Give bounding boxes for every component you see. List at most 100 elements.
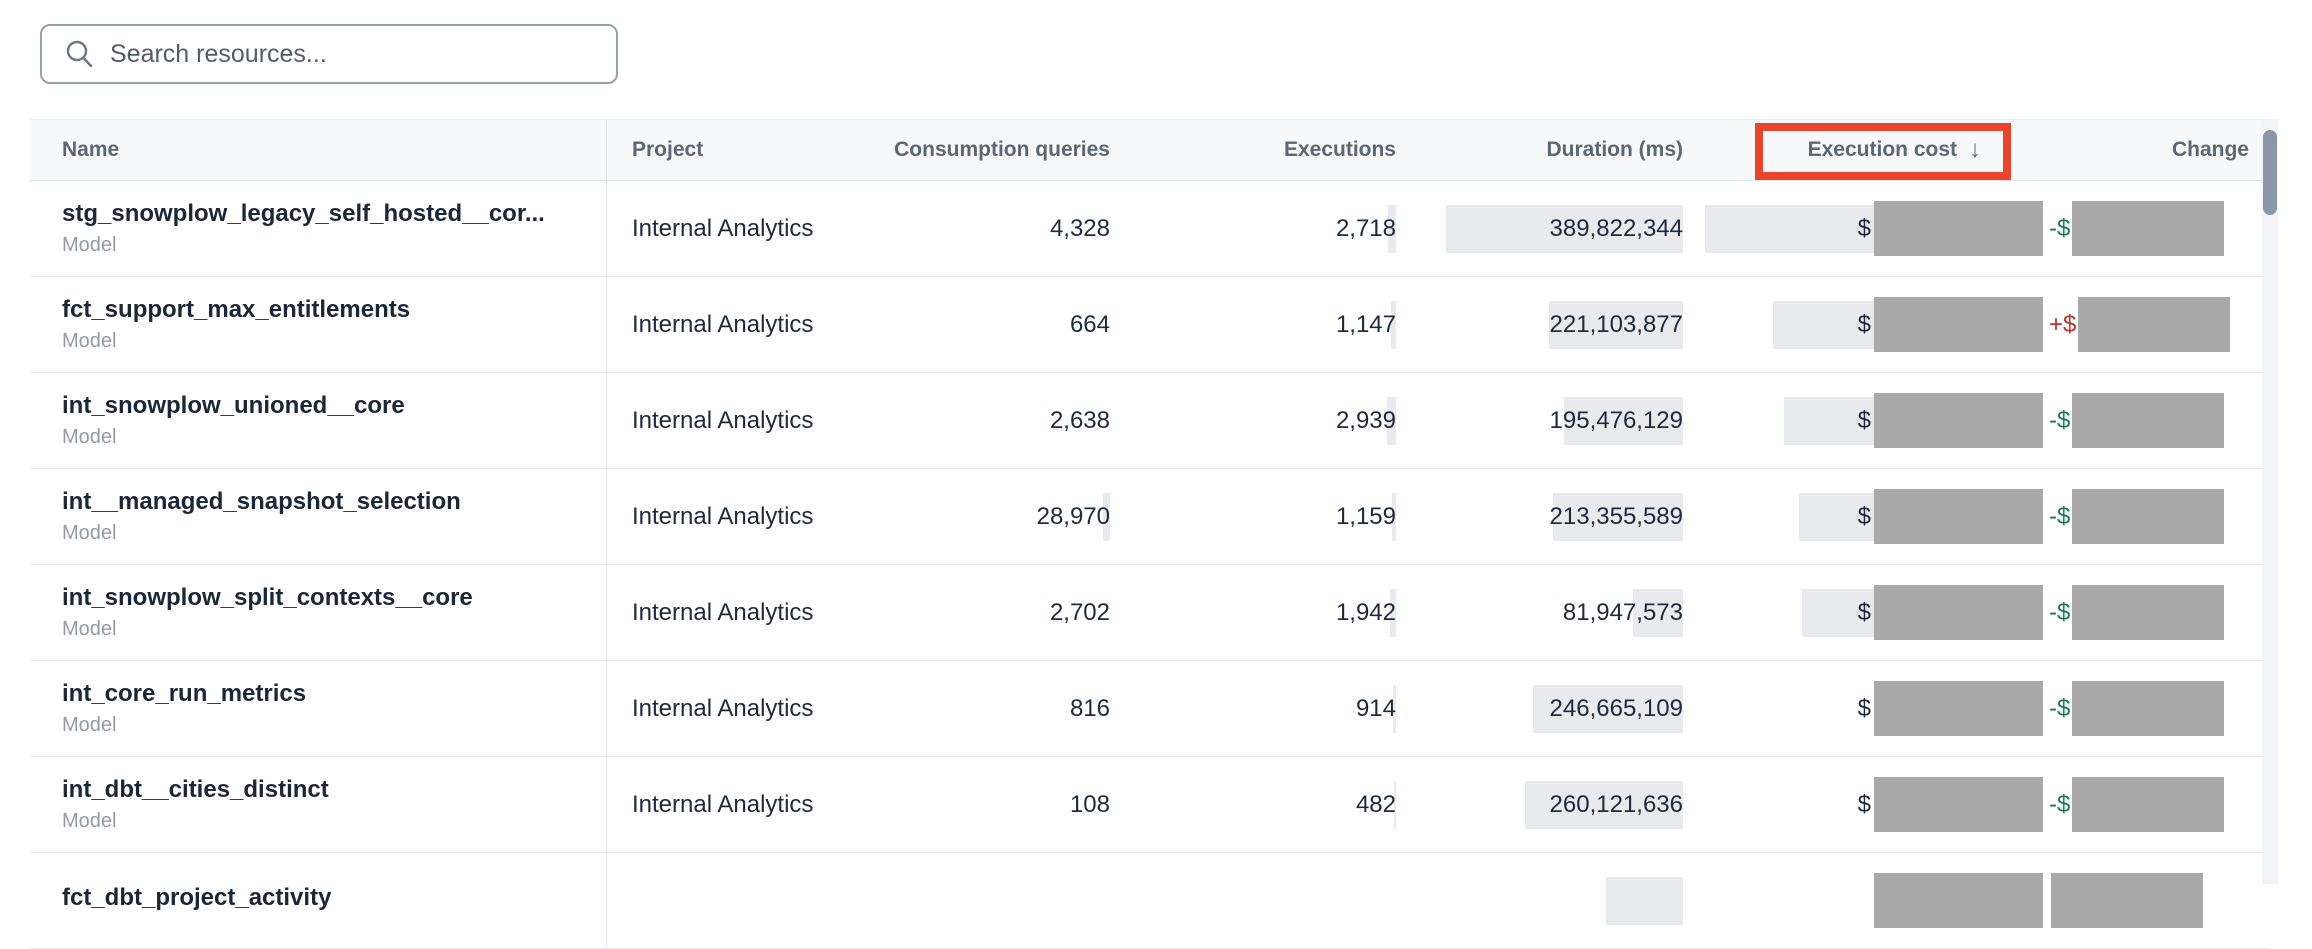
consumption-queries-cell: 2,702 (860, 565, 1116, 660)
change-cell: -$ (2049, 661, 2270, 756)
project-name: Internal Analytics (632, 790, 814, 818)
resource-name-cell[interactable]: stg_snowplow_legacy_self_hosted__cor... … (30, 181, 607, 276)
resource-name-cell[interactable]: fct_support_max_entitlements Model (30, 277, 607, 372)
redacted-change-value (2072, 489, 2225, 544)
redacted-change-value (2051, 873, 2203, 928)
redacted-change-value (2072, 777, 2225, 832)
search-box[interactable] (40, 24, 618, 84)
resource-name-cell[interactable]: int_core_run_metrics Model (30, 661, 607, 756)
change-sign: -$ (2049, 406, 2071, 434)
column-header-execution-cost[interactable]: Execution cost ↓ (1689, 120, 2049, 180)
executions-value: 482 (1355, 790, 1396, 818)
value-bar (1394, 780, 1396, 829)
resource-type: Model (62, 426, 117, 449)
duration-cell: 246,665,109 (1402, 661, 1689, 756)
project-cell: Internal Analytics (607, 757, 860, 852)
column-header-name[interactable]: Name (30, 120, 607, 180)
redacted-cost-value (1874, 873, 2043, 928)
resource-name: int_core_run_metrics (62, 679, 307, 707)
consumption-queries-value: 108 (1069, 790, 1110, 818)
resource-name-cell[interactable]: int_snowplow_unioned__core Model (30, 373, 607, 468)
value-bar (1553, 492, 1683, 541)
execution-cost-cell: $ (1689, 757, 2049, 852)
search-input[interactable] (110, 39, 598, 69)
consumption-queries-value: 2,702 (1049, 598, 1110, 626)
redacted-cost-value (1874, 777, 2043, 832)
change-cell: -$ (2049, 373, 2270, 468)
duration-value: 260,121,636 (1549, 790, 1683, 818)
project-cell: Internal Analytics (607, 277, 860, 372)
resource-name: int_snowplow_unioned__core (62, 391, 405, 419)
table-row[interactable]: stg_snowplow_legacy_self_hosted__cor... … (30, 181, 2270, 277)
dollar-sign: $ (1857, 694, 1871, 722)
redacted-change-value (2072, 393, 2225, 448)
sort-descending-icon: ↓ (1969, 136, 1981, 163)
redacted-change-value (2078, 297, 2231, 352)
dollar-sign: $ (1857, 406, 1871, 434)
consumption-queries-value: 28,970 (1036, 502, 1110, 530)
project-name: Internal Analytics (632, 310, 814, 338)
resource-name-cell[interactable]: int_snowplow_split_contexts__core Model (30, 565, 607, 660)
duration-value: 221,103,877 (1549, 310, 1683, 338)
executions-cell: 482 (1116, 757, 1402, 852)
change-sign: -$ (2049, 502, 2071, 530)
value-bar (1393, 684, 1396, 733)
table-row[interactable]: int_snowplow_split_contexts__core Model … (30, 565, 2270, 661)
column-header-project[interactable]: Project (632, 138, 704, 161)
scrollbar-thumb[interactable] (2263, 130, 2277, 215)
search-icon (66, 40, 93, 68)
execution-cost-cell: $ (1689, 373, 2049, 468)
executions-value: 1,942 (1335, 598, 1396, 626)
resource-name-cell[interactable]: int_dbt__cities_distinct Model (30, 757, 607, 852)
dollar-sign: $ (1857, 502, 1871, 530)
project-cell: Internal Analytics (607, 469, 860, 564)
table-row[interactable]: fct_support_max_entitlements Model Inter… (30, 277, 2270, 373)
cost-bar: $ (1840, 781, 1874, 829)
consumption-queries-cell: 816 (860, 661, 1116, 756)
executions-cell: 1,942 (1116, 565, 1402, 660)
redacted-cost-value (1874, 393, 2043, 448)
column-header-executions[interactable]: Executions (1283, 138, 1396, 161)
value-bar (1390, 588, 1396, 637)
table-row[interactable]: int_core_run_metrics Model Internal Anal… (30, 661, 2270, 757)
executions-value: 2,718 (1335, 214, 1396, 242)
resource-name-cell[interactable]: fct_dbt_project_activity (30, 853, 607, 948)
duration-value: 246,665,109 (1549, 694, 1683, 722)
value-bar (1549, 300, 1683, 349)
duration-cell: 81,947,573 (1402, 565, 1689, 660)
resource-name: fct_dbt_project_activity (62, 883, 332, 911)
execution-cost-cell: $ (1689, 469, 2049, 564)
scrollbar-track[interactable] (2262, 119, 2278, 884)
resource-name-cell[interactable]: int__managed_snapshot_selection Model (30, 469, 607, 564)
resources-table: Name Project Consumption queries Executi… (30, 119, 2270, 949)
consumption-queries-value: 2,638 (1049, 406, 1110, 434)
table-row[interactable]: int_dbt__cities_distinct Model Internal … (30, 757, 2270, 853)
table-row[interactable]: fct_dbt_project_activity (30, 853, 2270, 949)
change-sign: -$ (2049, 694, 2071, 722)
executions-cell: 914 (1116, 661, 1402, 756)
change-sign: -$ (2049, 598, 2071, 626)
table-row[interactable]: int__managed_snapshot_selection Model In… (30, 469, 2270, 565)
dollar-sign: $ (1857, 214, 1871, 242)
consumption-queries-cell: 2,638 (860, 373, 1116, 468)
execution-cost-cell: $ (1689, 565, 2049, 660)
cost-bar: $ (1784, 396, 1874, 445)
executions-value: 914 (1355, 694, 1396, 722)
change-sign: -$ (2049, 790, 2071, 818)
value-bar (1533, 684, 1683, 733)
duration-cell: 389,822,344 (1402, 181, 1689, 276)
dollar-sign: $ (1857, 790, 1871, 818)
cost-bar: $ (1705, 204, 1874, 253)
duration-cell: 260,121,636 (1402, 757, 1689, 852)
project-cell: Internal Analytics (607, 565, 860, 660)
column-header-consumption-queries[interactable]: Consumption queries (894, 138, 1110, 161)
consumption-queries-cell (860, 853, 1116, 948)
project-cell: Internal Analytics (607, 661, 860, 756)
execution-cost-cell: $ (1689, 661, 2049, 756)
change-cell: +$ (2049, 277, 2270, 372)
column-header-change[interactable]: Change (2171, 138, 2249, 161)
table-row[interactable]: int_snowplow_unioned__core Model Interna… (30, 373, 2270, 469)
table-body: stg_snowplow_legacy_self_hosted__cor... … (30, 181, 2270, 949)
value-bar (1391, 300, 1396, 349)
column-header-duration[interactable]: Duration (ms) (1546, 138, 1684, 161)
